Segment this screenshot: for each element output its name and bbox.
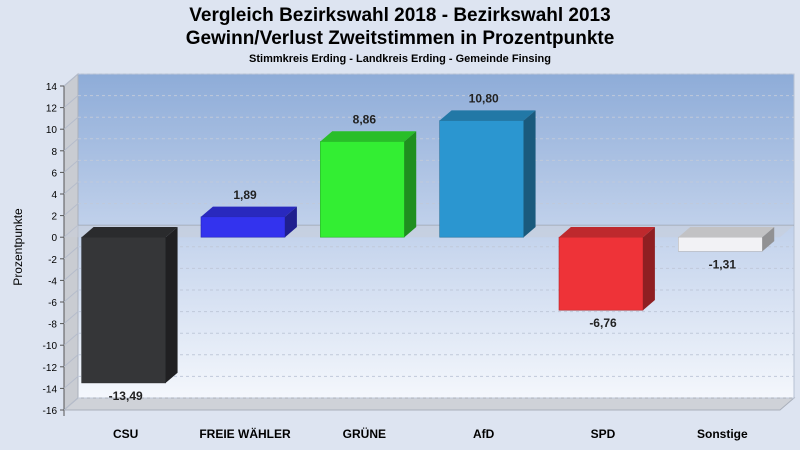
x-tick-label: CSU	[113, 427, 138, 441]
data-label: 10,80	[469, 92, 499, 106]
y-tick-label: -10	[43, 341, 58, 352]
bar-front	[558, 236, 644, 311]
y-tick-label: 12	[46, 104, 58, 115]
bar-top	[201, 206, 297, 217]
gridline-side	[63, 246, 79, 260]
gridline-side	[63, 397, 79, 411]
x-tick-label: GRÜNE	[343, 426, 386, 441]
y-tick-label: -6	[48, 298, 57, 309]
y-tick-label: -16	[43, 406, 58, 417]
data-label: 1,89	[233, 188, 257, 202]
y-tick-label: 2	[51, 212, 57, 223]
bar-front	[439, 120, 524, 238]
gridline-side	[63, 332, 79, 346]
value-labels: -13,49 1,89 8,86 10,80 -6,76 -1,31	[109, 92, 737, 403]
y-tick-label: 10	[46, 125, 58, 136]
bar-side	[762, 227, 775, 252]
bar-side	[285, 206, 297, 238]
chart-title-line-2: Gewinn/Verlust Zweitstimmen in Prozentpu…	[185, 28, 615, 49]
bar-front	[678, 236, 763, 252]
y-tick-label: 0	[51, 233, 57, 244]
chart-subtitle: Stimmkreis Erding - Landkreis Erding - G…	[249, 53, 551, 65]
data-label: -13,49	[109, 389, 143, 403]
y-tick-label: -4	[48, 276, 57, 287]
y-tick-label: -8	[48, 320, 57, 331]
x-tick-label: AfD	[473, 427, 495, 441]
plot-floor	[62, 397, 796, 411]
gridline-side	[63, 95, 79, 108]
bar	[200, 206, 297, 238]
bar-top	[559, 227, 655, 238]
chart-title-line-1: Vergleich Bezirkswahl 2018 - Bezirkswahl…	[189, 5, 611, 26]
bar	[678, 227, 775, 252]
x-tick-label: SPD	[591, 427, 616, 441]
x-tick-label: Sonstige	[697, 427, 748, 441]
gridline-side	[63, 160, 79, 173]
gridline-side	[63, 376, 79, 389]
y-tick-label: -14	[43, 384, 58, 395]
y-tick-label: -2	[48, 255, 57, 266]
gridline-side	[63, 354, 79, 368]
y-tick-label: 8	[51, 147, 57, 158]
chart-title: Vergleich Bezirkswahl 2018 - Bezirkswahl…	[0, 4, 800, 50]
bar-top	[678, 227, 775, 238]
gridline-side	[63, 311, 79, 324]
bar-top	[81, 227, 178, 238]
gridline-side	[63, 268, 79, 281]
bar	[558, 227, 655, 311]
x-axis-categories: CSU FREIE WÄHLER GRÜNE AfD SPD Sonstige	[113, 426, 748, 441]
bar-front	[81, 236, 166, 384]
bar-top	[439, 110, 536, 121]
y-tick-label: 4	[51, 190, 57, 201]
bar-side	[165, 227, 178, 383]
gridline-side	[63, 116, 79, 130]
gridline-side	[63, 289, 79, 303]
gridline-side	[63, 138, 79, 152]
y-tick-label: 14	[46, 82, 58, 93]
bar-side	[404, 131, 417, 238]
gridline-side	[63, 203, 79, 216]
bar	[81, 227, 178, 384]
data-label: -6,76	[589, 316, 617, 330]
y-axis-ticks: 14 12 10 8 6 4 2 0 -2 -4 -6 -8 -10 -12 -14 -16	[43, 82, 64, 417]
bar-side	[523, 110, 536, 238]
bar	[439, 110, 536, 238]
gridline-side	[63, 181, 79, 195]
data-label: -1,31	[709, 257, 737, 271]
bar-front	[320, 141, 405, 238]
plot-left-wall	[63, 72, 79, 412]
gridline-side	[63, 73, 79, 87]
bar	[320, 131, 417, 238]
bars	[81, 110, 775, 384]
y-tick-label: -12	[43, 363, 58, 374]
x-tick-label: FREIE WÄHLER	[199, 426, 291, 441]
bar-side	[643, 227, 655, 311]
bar-front	[200, 216, 286, 238]
bar-top	[320, 131, 417, 142]
data-label: 8,86	[353, 113, 377, 127]
y-axis-label: Prozentpunkte	[11, 208, 25, 286]
y-tick-label: 6	[51, 168, 57, 179]
